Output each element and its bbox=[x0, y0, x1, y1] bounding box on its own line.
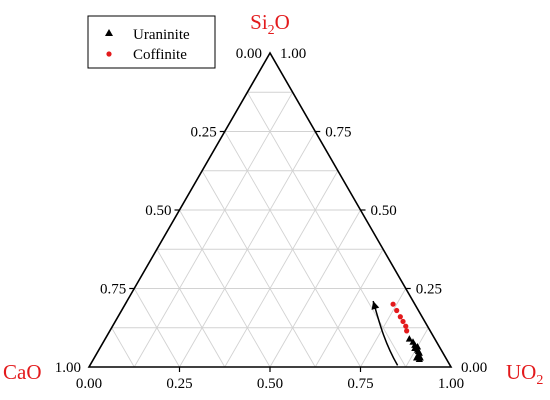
grid-line bbox=[133, 92, 294, 368]
legend-label-coffinite: Coffinite bbox=[133, 47, 187, 63]
grid-layer bbox=[111, 91, 429, 368]
data-point-coffinite bbox=[403, 323, 409, 329]
grid-line bbox=[179, 209, 271, 368]
legend-marker-coffinite bbox=[106, 51, 112, 57]
tick-labels: 0.00 0.25 0.50 0.75 1.000.000.250.500.751.00… bbox=[55, 46, 488, 392]
vertex-label-left: CaO bbox=[3, 360, 42, 384]
grid-line bbox=[360, 288, 407, 368]
vertex-label-top: Si2O bbox=[250, 10, 290, 38]
grid-line bbox=[314, 249, 384, 368]
tick-label-right: 0.00 bbox=[461, 360, 487, 376]
data-point-coffinite bbox=[400, 318, 406, 325]
data-point-coffinite bbox=[390, 301, 396, 307]
grid-line bbox=[269, 209, 361, 368]
data-point-uraninite bbox=[405, 335, 413, 342]
grid-line bbox=[201, 170, 316, 368]
data-point-coffinite bbox=[404, 328, 410, 334]
tick-label-bottom: 0.00 bbox=[76, 376, 102, 392]
tick-label-left: 1.00 bbox=[55, 360, 81, 376]
grid-line bbox=[133, 288, 180, 368]
tick-label-right: 1.00 bbox=[280, 46, 306, 62]
data-points bbox=[390, 301, 424, 363]
data-point-coffinite bbox=[397, 314, 403, 320]
tick-label-left: 0.00 bbox=[236, 46, 262, 62]
tick-label-bottom: 0.50 bbox=[257, 376, 283, 392]
tick-label-left: 0.25 bbox=[191, 125, 217, 141]
legend-label-uraninite: Uraninite bbox=[133, 27, 190, 43]
tick-label-bottom: 0.75 bbox=[347, 376, 373, 392]
grid-line bbox=[224, 170, 339, 368]
trend-arrow-curve bbox=[372, 300, 399, 366]
tick-marks bbox=[129, 130, 411, 372]
tick-label-right: 0.50 bbox=[371, 203, 397, 219]
tick-label-right: 0.25 bbox=[416, 282, 442, 298]
grid-line bbox=[156, 249, 226, 368]
legend-box bbox=[87, 15, 216, 69]
legend: Uraninite Coffinite bbox=[87, 15, 216, 69]
tick-label-left: 0.75 bbox=[100, 282, 126, 298]
trend-arrow-head bbox=[371, 301, 380, 310]
grid-line bbox=[111, 327, 135, 368]
data-point-uraninite bbox=[415, 355, 423, 363]
tick-label-right: 0.75 bbox=[325, 125, 351, 141]
tick-label-left: 0.50 bbox=[145, 203, 171, 219]
vertex-label-right: UO2 bbox=[506, 360, 543, 388]
trend-arrow bbox=[371, 300, 399, 366]
data-point-coffinite bbox=[394, 307, 400, 314]
tick-label-bottom: 1.00 bbox=[438, 376, 464, 392]
legend-marker-uraninite bbox=[105, 29, 113, 36]
tick-label-bottom: 0.25 bbox=[166, 376, 192, 392]
